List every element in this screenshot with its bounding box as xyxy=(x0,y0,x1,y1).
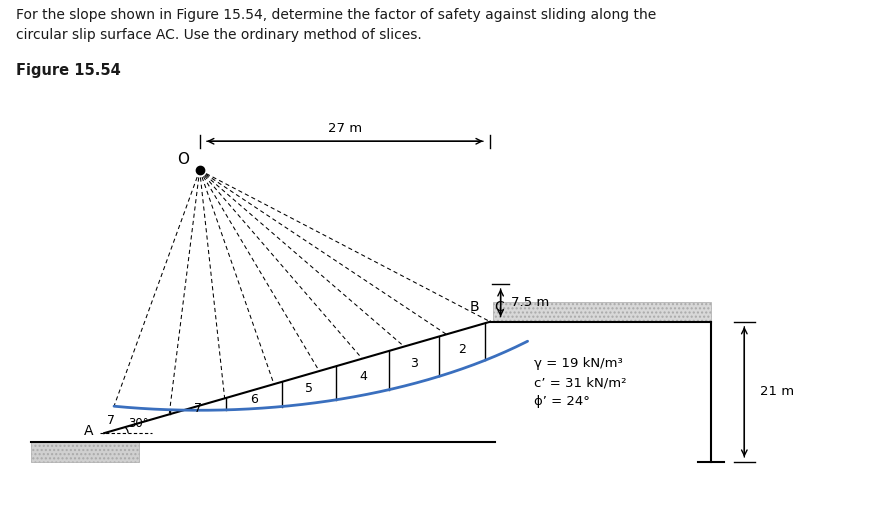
Text: 21 m: 21 m xyxy=(760,385,794,398)
Bar xyxy=(493,301,712,322)
Text: c’ = 31 kN/m²: c’ = 31 kN/m² xyxy=(534,376,626,389)
Text: 27 m: 27 m xyxy=(327,122,362,135)
Text: 3: 3 xyxy=(411,357,419,370)
Bar xyxy=(30,442,139,462)
Text: 4: 4 xyxy=(359,370,367,383)
Text: 2: 2 xyxy=(458,343,466,356)
Text: 7: 7 xyxy=(194,401,202,415)
Text: O: O xyxy=(177,152,189,167)
Text: circular slip surface AC. Use the ordinary method of slices.: circular slip surface AC. Use the ordina… xyxy=(16,28,421,42)
Text: 30°: 30° xyxy=(128,418,150,430)
Text: 7: 7 xyxy=(107,414,115,427)
Text: B: B xyxy=(469,299,479,314)
Text: 6: 6 xyxy=(250,393,258,406)
Text: 7.5 m: 7.5 m xyxy=(511,296,550,309)
Text: For the slope shown in Figure 15.54, determine the factor of safety against slid: For the slope shown in Figure 15.54, det… xyxy=(16,8,656,22)
Text: Figure 15.54: Figure 15.54 xyxy=(16,63,120,78)
Text: 5: 5 xyxy=(305,382,313,395)
Text: A: A xyxy=(84,424,94,438)
Text: ϕ’ = 24°: ϕ’ = 24° xyxy=(534,395,589,408)
Text: γ = 19 kN/m³: γ = 19 kN/m³ xyxy=(534,358,622,370)
Text: C: C xyxy=(495,299,504,314)
